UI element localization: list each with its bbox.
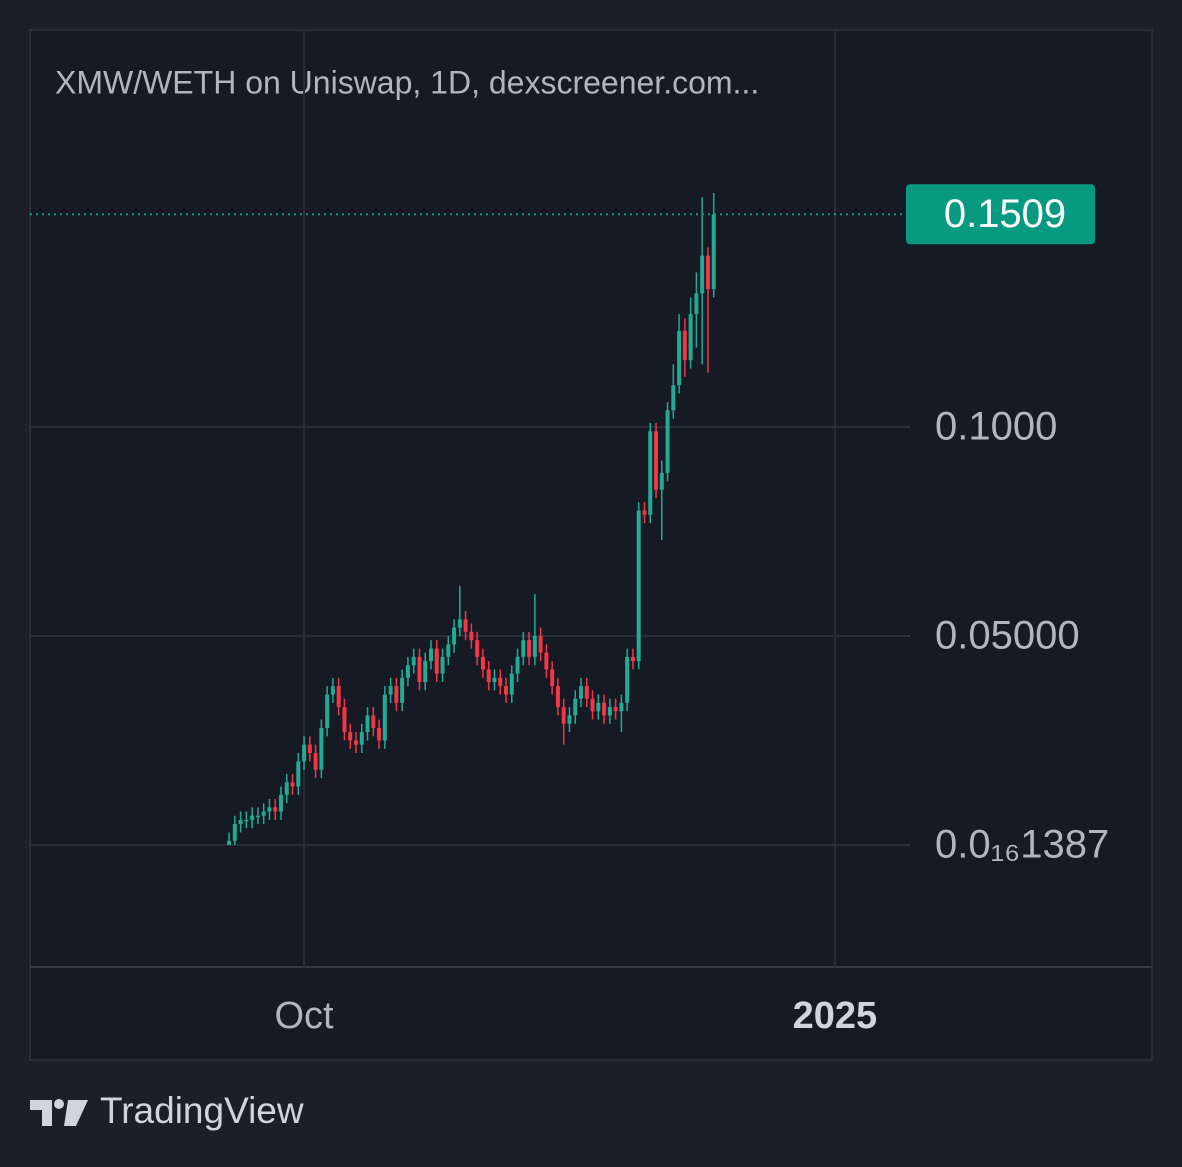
candle-body [475, 640, 480, 657]
candle-body [394, 686, 399, 703]
candle-body [527, 640, 532, 657]
candle-body [642, 510, 647, 515]
candle-body [521, 640, 526, 657]
candle-body [342, 707, 347, 733]
candle-body [319, 727, 324, 770]
candle-body [498, 677, 503, 687]
candle-body [423, 661, 428, 682]
candle-body [625, 656, 630, 703]
candle-body [509, 673, 514, 695]
candle-body [400, 677, 405, 703]
candle-body [296, 761, 301, 787]
candle-body [348, 732, 353, 741]
candle-body [417, 656, 422, 682]
candle-body [607, 707, 612, 716]
brand-name: TradingView [100, 1090, 304, 1131]
candle-body [596, 702, 601, 712]
candle-body [538, 635, 543, 653]
candle-body [371, 715, 376, 728]
candle-body [307, 744, 312, 754]
candle-body [665, 410, 670, 474]
candle-body [492, 677, 497, 682]
candle-body [561, 707, 566, 724]
candle-body [336, 686, 341, 708]
candle-body [532, 635, 537, 657]
candle-body [377, 727, 382, 741]
candle-body [504, 686, 509, 695]
candle-body [654, 431, 659, 490]
candle-body [573, 698, 578, 716]
candle-body [544, 652, 549, 670]
candle-body [550, 669, 555, 687]
candle-body [446, 644, 451, 657]
last-price-label: 0.1509 [944, 192, 1066, 236]
candle-body [567, 715, 572, 724]
candle-body [705, 255, 710, 290]
candle-body [602, 702, 607, 716]
candle-body [700, 255, 705, 294]
candle-body [452, 627, 457, 645]
candle-body [619, 702, 624, 712]
candle-body [273, 807, 278, 812]
x-tick-label: Oct [275, 995, 335, 1037]
candle-body [630, 656, 635, 662]
candle-body [659, 473, 664, 490]
candle-body [515, 656, 520, 674]
candle-body [469, 631, 474, 641]
candle-body [711, 214, 716, 290]
candle-body [382, 694, 387, 741]
candle-body [353, 740, 358, 745]
candle-body [579, 686, 584, 699]
candle-body [313, 753, 318, 770]
candle-body [290, 782, 295, 787]
candle-body [267, 807, 272, 812]
candle-body [428, 648, 433, 662]
candle-body [584, 686, 589, 699]
y-tick-label: 0.1000 [935, 405, 1057, 449]
candle-body [278, 794, 283, 812]
candle-body [261, 811, 266, 816]
y-tick-label: 0.05000 [935, 614, 1080, 658]
candle-body [411, 656, 416, 666]
tradingview-logo [30, 1099, 88, 1126]
x-tick-label: 2025 [793, 995, 878, 1037]
candle-body [255, 815, 260, 818]
candle-body [590, 698, 595, 712]
candle-body [480, 656, 485, 670]
candle-body [302, 744, 307, 762]
candle-body [648, 431, 653, 515]
candle-body [232, 824, 237, 841]
candle-body [238, 819, 243, 825]
candle-body [325, 694, 330, 728]
candle-body [388, 686, 393, 695]
candle-body [434, 648, 439, 674]
candle-body [250, 815, 255, 820]
candle-body [365, 715, 370, 733]
candle-body [613, 707, 618, 712]
candle-body [359, 732, 364, 745]
y-tick-label: 0.0₁₆1387 [935, 823, 1109, 867]
candle-body [440, 656, 445, 674]
candle-body [486, 669, 491, 682]
candle-body [682, 330, 687, 361]
candle-body [227, 840, 232, 845]
candle-body [636, 510, 641, 662]
candle-body [555, 686, 560, 708]
candle-body [671, 385, 676, 411]
candle-body [330, 686, 335, 695]
chart-title: XMW/WETH on Uniswap, 1D, dexscreener.com… [55, 64, 759, 100]
candle-body [244, 819, 249, 822]
candle-body [405, 665, 410, 678]
last-price-tag [906, 184, 1095, 245]
candle-body [688, 314, 693, 361]
candle-body [457, 619, 462, 628]
candle-body [677, 330, 682, 386]
candle-body [463, 619, 468, 632]
candle-body [284, 782, 289, 795]
candle-body [694, 293, 699, 315]
